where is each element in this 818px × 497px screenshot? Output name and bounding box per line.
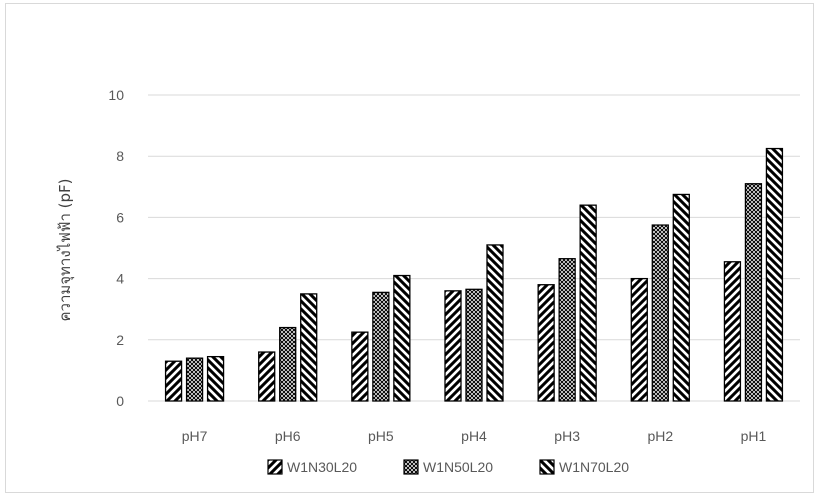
- bar-w1n50l20-ph2: [651, 224, 669, 402]
- legend-swatch-w1n30l20: [267, 459, 283, 475]
- y-tick-label: 4: [116, 271, 124, 287]
- x-tick-label: pH1: [741, 428, 767, 444]
- x-tick-label: pH3: [554, 428, 580, 444]
- bar-w1n50l20-ph3: [558, 258, 576, 402]
- bar-w1n50l20-ph6: [279, 326, 297, 402]
- gridlines: [148, 94, 800, 402]
- y-axis-ticks: 0 2 4 6 8 10: [108, 87, 124, 409]
- bars: [164, 147, 784, 402]
- bar-w1n30l20-ph4: [444, 290, 462, 402]
- bar-w1n30l20-ph6: [258, 351, 276, 402]
- bar-w1n30l20-ph7: [164, 360, 183, 402]
- bar-w1n50l20-ph4: [465, 288, 483, 402]
- bar-w1n70l20-ph6: [300, 293, 318, 402]
- x-tick-label: pH5: [368, 428, 394, 444]
- legend: W1N30L20 W1N50L20 W1N70L20: [267, 459, 629, 475]
- x-tick-label: pH4: [461, 428, 487, 444]
- x-tick-label: pH2: [647, 428, 673, 444]
- legend-label-w1n50l20: W1N50L20: [423, 459, 493, 475]
- bar-w1n70l20-ph3: [579, 204, 597, 402]
- bar-w1n30l20-ph1: [723, 261, 742, 402]
- bar-w1n50l20-ph7: [185, 357, 204, 402]
- y-tick-label: 2: [116, 332, 124, 348]
- y-axis-label: ความจุทางไฟฟ้า (pF): [56, 178, 75, 321]
- bar-w1n70l20-ph5: [393, 274, 411, 402]
- legend-swatch-w1n70l20: [539, 459, 555, 475]
- y-tick-label: 6: [116, 209, 124, 225]
- legend-label-w1n30l20: W1N30L20: [287, 459, 357, 475]
- bar-w1n50l20-ph1: [744, 183, 763, 402]
- x-tick-label: pH7: [182, 428, 208, 444]
- bar-w1n30l20-ph5: [351, 331, 369, 402]
- y-tick-label: 10: [108, 87, 124, 103]
- bar-w1n70l20-ph2: [672, 193, 690, 402]
- bar-w1n30l20-ph2: [630, 277, 648, 402]
- legend-label-w1n70l20: W1N70L20: [559, 459, 629, 475]
- bar-w1n50l20-ph5: [372, 291, 390, 402]
- bar-w1n30l20-ph3: [537, 284, 555, 402]
- x-tick-label: pH6: [275, 428, 301, 444]
- bar-w1n70l20-ph7: [206, 355, 225, 402]
- bar-w1n70l20-ph1: [765, 147, 784, 402]
- y-tick-label: 0: [116, 393, 124, 409]
- bar-w1n70l20-ph4: [486, 244, 504, 402]
- y-tick-label: 8: [116, 148, 124, 164]
- legend-swatch-w1n50l20: [403, 459, 419, 475]
- x-axis-ticks: pH7 pH6 pH5 pH4 pH3 pH2 pH1: [182, 428, 767, 444]
